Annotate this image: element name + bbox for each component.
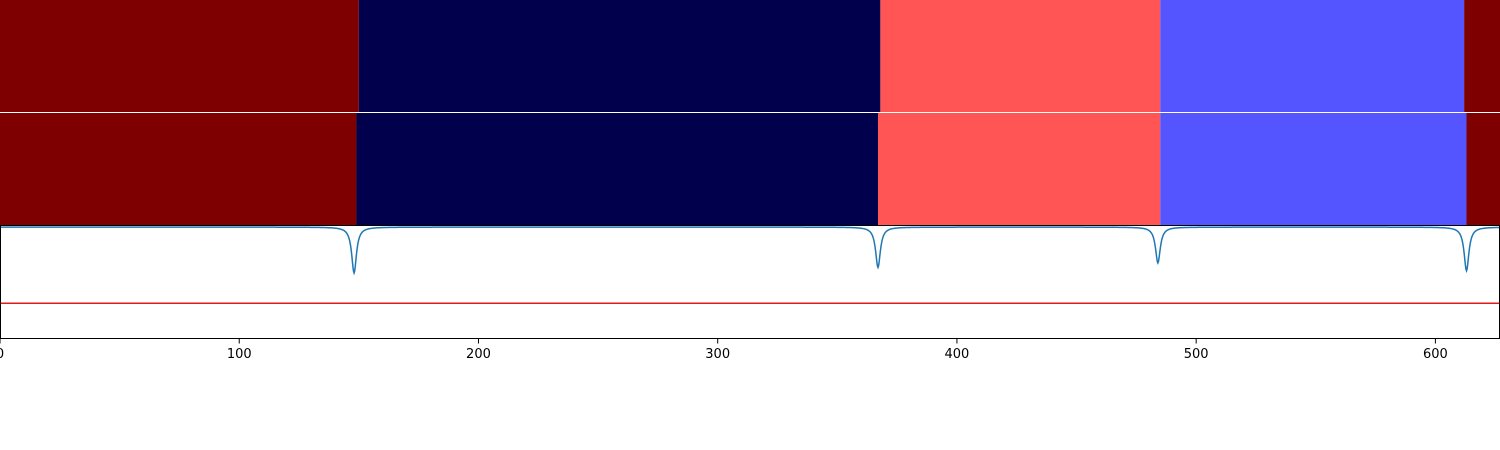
bottom-segment-2: [356, 113, 878, 225]
x-tick-label-500: 500: [1184, 347, 1209, 362]
top-segment-4: [1160, 0, 1465, 112]
top-segmentation-heatmap: [0, 0, 1500, 112]
signal-plot: [0, 225, 1500, 339]
x-tick-label-600: 600: [1423, 347, 1448, 362]
signal-series-line: [0, 226, 1500, 276]
top-segment-2: [358, 0, 881, 112]
bottom-segment-5: [1466, 113, 1500, 225]
bottom-segment-1: [0, 113, 357, 225]
bottom-segment-4: [1160, 113, 1467, 225]
top-segment-5: [1464, 0, 1500, 112]
x-tick-label-300: 300: [705, 347, 730, 362]
signal-plot-frame: [0, 225, 1500, 339]
bottom-segment-3: [877, 113, 1161, 225]
top-segment-1: [0, 0, 359, 112]
x-tick-label-100: 100: [227, 347, 252, 362]
x-tick-label-400: 400: [945, 347, 970, 362]
x-tick-label-0: 0: [0, 347, 4, 362]
bottom-segmentation-heatmap: [0, 113, 1500, 225]
top-segment-3: [880, 0, 1161, 112]
x-tick-label-200: 200: [466, 347, 491, 362]
x-axis: 0 100 200 300 400 500 600: [0, 338, 1448, 362]
